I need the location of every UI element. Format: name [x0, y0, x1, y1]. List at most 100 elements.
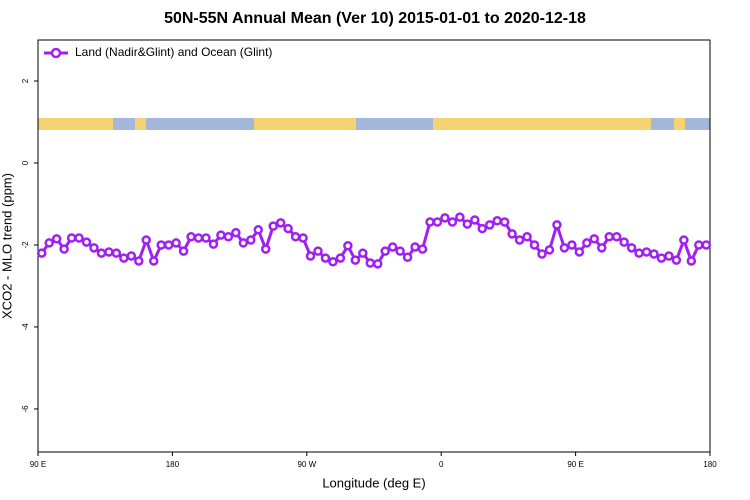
point	[156, 240, 166, 250]
point	[567, 240, 577, 250]
point	[216, 230, 226, 240]
point	[275, 218, 286, 228]
point	[246, 235, 256, 245]
point	[694, 240, 704, 250]
point	[59, 244, 69, 254]
point	[514, 235, 525, 245]
legend-label: Land (Nadir&Glint) and Ocean (Glint)	[75, 45, 272, 59]
point	[328, 257, 338, 267]
y-tick-label: -4	[21, 323, 30, 331]
point	[178, 246, 189, 256]
point	[372, 259, 383, 269]
x-tick-label: 90 E	[567, 460, 583, 469]
legend-marker	[50, 47, 62, 59]
point	[290, 232, 301, 242]
point	[298, 233, 308, 243]
point	[402, 252, 413, 263]
point	[484, 220, 495, 230]
point	[119, 253, 129, 263]
point	[335, 253, 346, 263]
point	[619, 237, 629, 247]
point	[447, 217, 458, 227]
point	[455, 212, 465, 222]
point	[81, 237, 92, 247]
point	[74, 233, 84, 243]
point	[529, 240, 540, 250]
land-strip	[254, 118, 356, 130]
point	[231, 227, 241, 238]
point	[44, 238, 54, 248]
point	[552, 220, 562, 230]
point	[604, 232, 614, 242]
point	[559, 243, 570, 253]
point	[193, 233, 204, 243]
point	[171, 238, 181, 248]
point	[111, 248, 122, 258]
point	[679, 235, 689, 245]
point	[148, 256, 159, 266]
point	[380, 246, 390, 256]
chart-title: 50N-55N Annual Mean (Ver 10) 2015-01-01 …	[164, 10, 586, 27]
x-axis-label: Longitude (deg E)	[322, 475, 425, 490]
x-tick-label: 180	[703, 460, 717, 469]
point	[320, 253, 331, 263]
point	[507, 229, 517, 239]
x-tick-label: 180	[166, 460, 180, 469]
point	[432, 217, 443, 227]
point	[649, 249, 659, 259]
point	[36, 248, 47, 258]
point	[134, 256, 144, 266]
point	[186, 232, 196, 242]
point	[656, 253, 667, 263]
point	[66, 233, 77, 243]
point	[589, 234, 600, 244]
point	[208, 239, 219, 249]
point	[417, 244, 428, 254]
land-strip	[135, 118, 146, 130]
point	[582, 238, 592, 248]
y-tick-label: -6	[21, 405, 30, 413]
y-tick-label: 2	[21, 78, 30, 83]
point	[440, 213, 450, 223]
point	[574, 247, 585, 257]
y-tick-label: -2	[21, 241, 30, 249]
point	[223, 232, 234, 242]
point	[634, 248, 644, 258]
point	[141, 235, 152, 245]
point	[313, 246, 323, 256]
y-axis-label: XCO2 - MLO trend (ppm)	[0, 173, 14, 319]
point	[470, 215, 480, 225]
point	[611, 232, 622, 242]
point	[477, 223, 488, 234]
land-strip	[674, 118, 685, 130]
point	[305, 251, 316, 261]
point	[343, 241, 353, 251]
point	[686, 256, 697, 266]
point	[350, 255, 361, 265]
point	[395, 246, 405, 256]
point	[492, 216, 502, 226]
point	[358, 248, 368, 258]
y-tick-label: 0	[21, 160, 30, 165]
point	[283, 223, 293, 234]
point	[522, 232, 532, 242]
land-strip	[38, 118, 113, 130]
x-tick-label: 90 E	[30, 460, 46, 469]
point	[365, 258, 376, 268]
point	[238, 238, 249, 248]
point	[104, 247, 114, 257]
point	[260, 244, 271, 254]
point	[89, 243, 99, 253]
point	[201, 233, 211, 243]
point	[253, 225, 264, 235]
point	[537, 249, 547, 259]
point	[410, 242, 420, 252]
point	[596, 243, 607, 253]
land-ocean-strip	[38, 118, 710, 130]
point	[544, 245, 555, 255]
point	[387, 242, 398, 252]
point	[51, 234, 62, 244]
point	[425, 217, 435, 227]
